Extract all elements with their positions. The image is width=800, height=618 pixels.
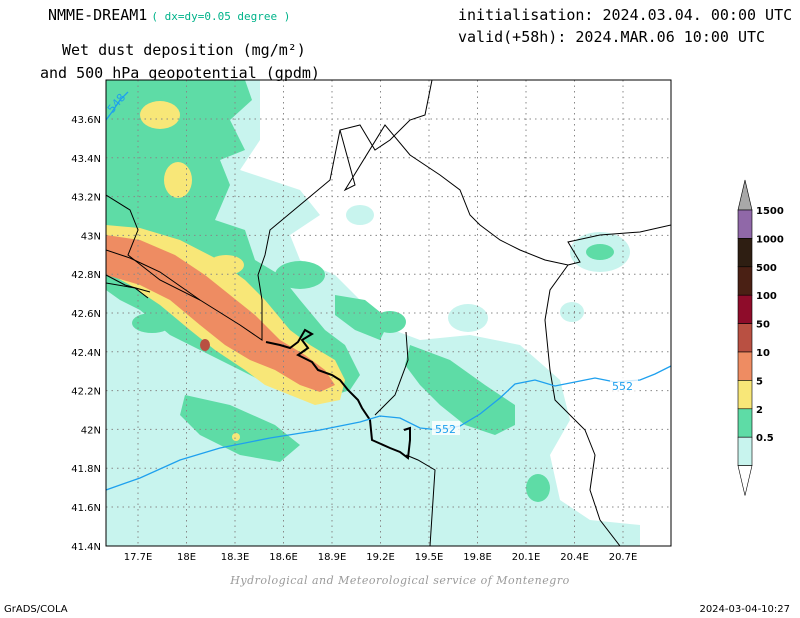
longitude-tick-label: 20.4E [560, 552, 589, 563]
latitude-tick-label: 43.2N [71, 193, 101, 204]
latitude-tick-label: 42.4N [71, 348, 101, 359]
legend-swatch [737, 323, 753, 353]
legend-swatch [737, 408, 753, 438]
latitude-tick-label: 41.8N [71, 464, 101, 475]
render-timestamp: 2024-03-04-10:27 [699, 604, 790, 615]
coastline [265, 328, 411, 460]
legend-label: 100 [756, 291, 777, 302]
latitude-tick-label: 43.4N [71, 154, 101, 165]
legend-swatch [737, 266, 753, 296]
longitude-tick-label: 18.3E [221, 552, 250, 563]
legend-swatch [737, 351, 753, 381]
contour-548-line [106, 91, 129, 121]
field-title-line2: and 500 hPa geopotential (gpdm) [40, 64, 320, 82]
software-credit: GrADS/COLA [4, 604, 68, 615]
latitude-tick-label: 42.6N [71, 309, 101, 320]
valid-time: valid(+58h): 2024.MAR.06 10:00 UTC [458, 28, 766, 46]
credit-line: Hydrological and Meteorological service … [230, 574, 570, 587]
latitude-tick-label: 43N [81, 231, 101, 242]
legend-swatch [737, 209, 753, 239]
contour-label-552a: 552 [435, 423, 456, 436]
legend-label: 10 [756, 348, 770, 359]
latitude-tick-label: 42N [81, 425, 101, 436]
graticule [106, 80, 671, 546]
legend-swatch [737, 380, 753, 410]
model-resolution: ( dx=dy=0.05 degree ) [151, 10, 291, 23]
latitude-tick-label: 42.2N [71, 387, 101, 398]
deposition-50-area [200, 339, 210, 351]
initialisation-time: initialisation: 2024.03.04. 00:00 UTC [458, 6, 793, 24]
legend-bottom-arrow [737, 465, 753, 496]
field-title-line1: Wet dust deposition (mg/m²) [62, 41, 306, 59]
legend-label: 50 [756, 320, 770, 331]
longitude-labels: 17.7E 18E 18.3E 18.6E 18.9E 19.2E 19.5E 19.8E 20… [124, 552, 638, 563]
deposition-2-area [106, 80, 614, 502]
legend-label: 5 [756, 376, 763, 387]
latitude-tick-label: 42.8N [71, 270, 101, 281]
legend-label: 2 [756, 405, 763, 416]
legend-top-arrow [737, 179, 753, 211]
country-borders [106, 80, 671, 546]
legend-label: 1500 [756, 206, 784, 217]
legend-swatch [737, 294, 753, 324]
legend-swatch [737, 238, 753, 268]
map-frame [105, 79, 672, 547]
longitude-tick-label: 20.7E [609, 552, 638, 563]
latitude-tick-label: 41.4N [71, 542, 101, 553]
model-name: NMME-DREAM1 [48, 6, 148, 24]
latitude-labels: 43.6N 43.4N 43.2N 43N 42.8N 42.6N 42.4N 42.2N 42… [71, 115, 101, 553]
longitude-tick-label: 19.8E [463, 552, 492, 563]
contour-label-552b: 552 [612, 380, 633, 393]
longitude-tick-label: 20.1E [512, 552, 541, 563]
longitude-tick-label: 17.7E [124, 552, 153, 563]
legend-label: 1000 [756, 234, 784, 245]
longitude-tick-label: 18.9E [318, 552, 347, 563]
legend-label: 0.5 [756, 433, 774, 444]
legend-swatch [737, 436, 753, 466]
longitude-tick-label: 19.5E [415, 552, 444, 563]
longitude-tick-label: 18E [177, 552, 196, 563]
model-title: NMME-DREAM1( dx=dy=0.05 degree ) [48, 6, 290, 24]
longitude-tick-label: 18.6E [269, 552, 298, 563]
legend-label: 500 [756, 263, 777, 274]
latitude-tick-label: 43.6N [71, 115, 101, 126]
color-legend: 1500 1000 500 100 50 10 5 2 0.5 [737, 179, 784, 496]
latitude-tick-label: 41.6N [71, 503, 101, 514]
longitude-tick-label: 19.2E [366, 552, 395, 563]
